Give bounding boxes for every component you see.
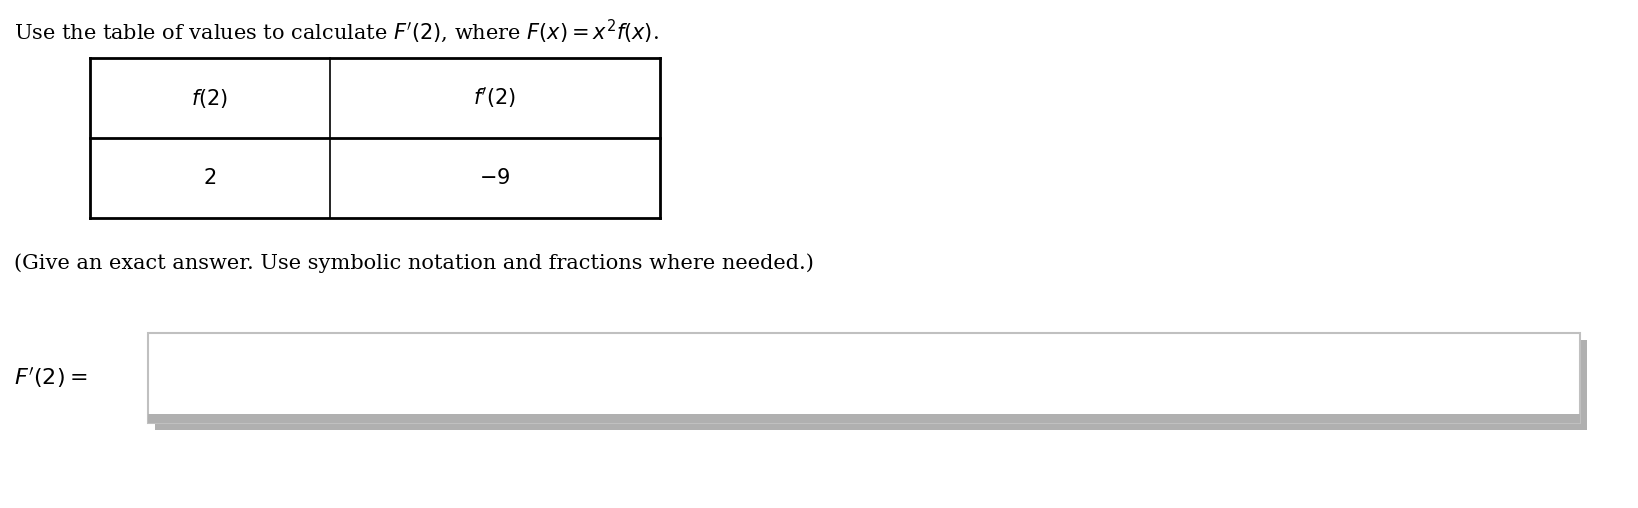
Text: $-9$: $-9$ xyxy=(480,168,511,188)
Text: $2$: $2$ xyxy=(203,168,216,188)
Text: $f(2)$: $f(2)$ xyxy=(192,86,229,110)
Text: $f'(2)$: $f'(2)$ xyxy=(473,85,516,111)
Text: (Give an exact answer. Use symbolic notation and fractions where needed.): (Give an exact answer. Use symbolic nota… xyxy=(15,253,814,273)
Bar xyxy=(156,340,1587,430)
Bar xyxy=(147,414,1581,423)
Bar xyxy=(147,333,1581,423)
Text: $F'(2) =$: $F'(2) =$ xyxy=(15,366,87,390)
Text: Use the table of values to calculate $F'(2)$, where $F(x) = x^2 f(x)$.: Use the table of values to calculate $F'… xyxy=(15,18,658,45)
